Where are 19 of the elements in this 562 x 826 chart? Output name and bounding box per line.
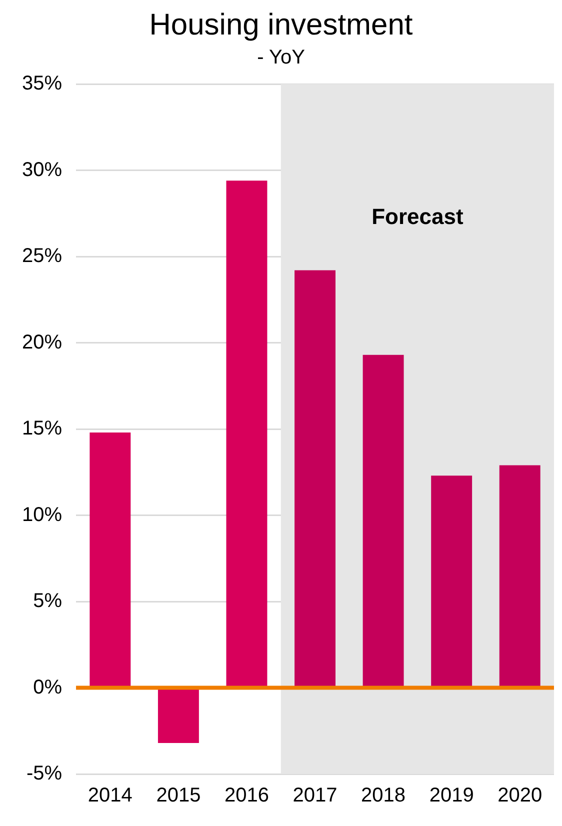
x-tick-label: 2019 xyxy=(429,784,474,807)
y-tick-label: 10% xyxy=(22,504,62,526)
band-label: Forecast xyxy=(372,204,464,230)
y-tick-label: 15% xyxy=(22,418,62,440)
y-tick-label: 20% xyxy=(22,331,62,354)
y-tick-label: 35% xyxy=(22,72,62,95)
y-tick-label: 5% xyxy=(33,590,62,612)
x-tick-label: 2020 xyxy=(498,784,542,807)
x-tick-label: 2014 xyxy=(88,784,132,807)
y-tick-label: -5% xyxy=(26,762,62,785)
x-tick-label: 2017 xyxy=(292,784,338,807)
x-tick-label: 2018 xyxy=(361,784,406,807)
x-tick-label: 2016 xyxy=(224,784,269,807)
y-tick-label: 30% xyxy=(22,158,62,181)
x-tick-label: 2015 xyxy=(156,784,201,807)
y-tick-label: 25% xyxy=(22,245,62,268)
chart-title: Housing investment xyxy=(149,8,414,42)
chart-subtitle: - YoY xyxy=(257,46,305,69)
y-tick-label: 0% xyxy=(33,676,62,698)
